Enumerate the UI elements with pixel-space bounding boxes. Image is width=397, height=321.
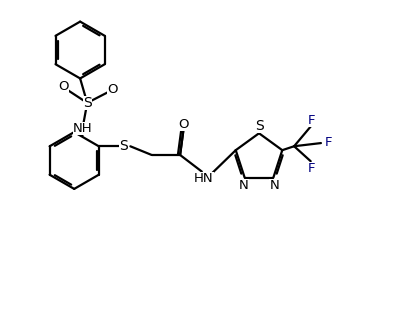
Text: HN: HN [194, 172, 214, 185]
Text: S: S [119, 139, 128, 153]
Text: N: N [269, 179, 279, 192]
Text: NH: NH [73, 122, 93, 135]
Text: F: F [308, 114, 315, 127]
Text: O: O [108, 82, 118, 96]
Text: S: S [254, 119, 263, 133]
Text: O: O [58, 80, 68, 93]
Text: O: O [178, 118, 189, 131]
Text: N: N [239, 179, 249, 192]
Text: S: S [83, 96, 92, 110]
Text: F: F [324, 136, 332, 149]
Text: F: F [308, 162, 315, 175]
